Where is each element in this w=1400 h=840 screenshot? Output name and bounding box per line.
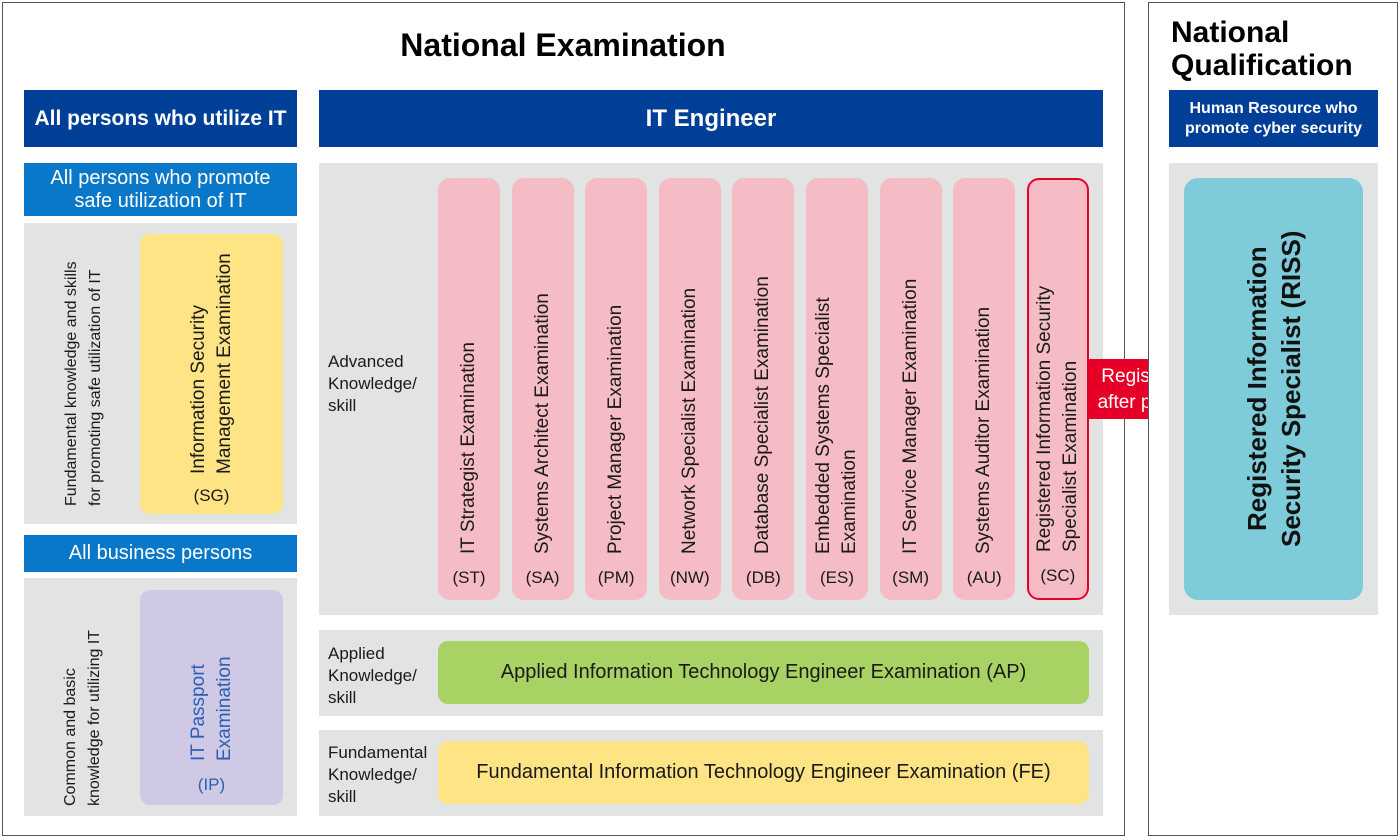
advanced-exam-abbr: (SA)	[525, 568, 560, 587]
sg-exam-box: Information Security Management Examinat…	[140, 234, 283, 514]
advanced-exam-name: Database Specialist Examination	[752, 276, 774, 554]
advanced-exam-name: Embedded Systems Specialist Examination	[813, 297, 860, 554]
advanced-exam-name: IT Strategist Examination	[458, 342, 479, 554]
all-business-persons-header: All business persons	[24, 535, 297, 572]
sg-exam-name: Information Security Management Examinat…	[187, 253, 235, 474]
it-engineer-header: IT Engineer	[319, 90, 1103, 147]
advanced-exam-name: Project Manager Examination	[605, 304, 627, 554]
advanced-exam-name: Systems Auditor Examination	[973, 306, 995, 554]
advanced-exam-abbr: (NW)	[669, 568, 710, 587]
advanced-exam-name: Registered Information Security Speciali…	[1033, 285, 1081, 552]
advanced-exam-abbr: (ST)	[452, 568, 486, 587]
advanced-exam-abbr: (AU)	[966, 568, 1002, 587]
riss-name: Registered Information Security Speciali…	[1241, 230, 1306, 548]
advanced-level-label: Advanced Knowledge/ skill	[328, 352, 417, 415]
all-persons-utilize-it-header: All persons who utilize IT	[24, 90, 297, 147]
fundamental-knowledge-promoting-label: Fundamental knowledge and skills for pro…	[63, 261, 104, 506]
human-resource-header: Human Resource who promote cyber securit…	[1169, 90, 1378, 147]
advanced-exam-name: Network Specialist Examination	[678, 287, 700, 554]
advanced-exam-sc: Registered Information Security Speciali…	[1026, 178, 1089, 600]
advanced-exam-st: IT Strategist Examination (ST)	[438, 178, 500, 600]
sg-abbr: (SG)	[193, 486, 230, 505]
national-qualification-title: National Qualification	[1171, 16, 1353, 82]
advanced-exam-abbr: (DB)	[745, 568, 781, 587]
advanced-exam-sa: Systems Architect Examination (SA)	[511, 178, 574, 600]
advanced-exam-pm: Project Manager Examination (PM)	[585, 178, 648, 600]
common-basic-knowledge-label: Common and basic knowledge for utilizing…	[62, 629, 103, 806]
advanced-exam-name: IT Service Manager Examination	[899, 278, 921, 554]
advanced-exam-abbr: (SC)	[1040, 566, 1076, 585]
riss-box: Registered Information Security Speciali…	[1184, 178, 1363, 600]
all-persons-promote-header: All persons who promote safe utilization…	[24, 163, 297, 216]
advanced-exam-abbr: (ES)	[820, 568, 854, 587]
advanced-exam-es: Embedded Systems Specialist Examination (…	[806, 178, 868, 600]
national-examination-title: National Examination	[400, 27, 726, 63]
applied-exam-bar: Applied Information Technology Engineer …	[438, 641, 1089, 704]
ip-abbr: (IP)	[197, 775, 226, 794]
advanced-exam-name: Systems Architect Examination	[531, 293, 553, 554]
advanced-exam-db: Database Specialist Examination (DB)	[732, 178, 795, 600]
advanced-exam-nw: Network Specialist Examination (NW)	[658, 178, 721, 600]
applied-level-label: Applied Knowledge/ skill	[328, 644, 417, 707]
fundamental-level-label: Fundamental Knowledge/ skill	[328, 743, 428, 806]
advanced-exam-abbr: (SM)	[892, 568, 929, 587]
fundamental-exam-bar: Fundamental Information Technology Engin…	[438, 741, 1089, 804]
advanced-exam-au: Systems Auditor Examination (AU)	[953, 178, 1016, 600]
ip-exam-box: IT Passport Examination (IP)	[140, 590, 283, 805]
advanced-exam-abbr: (PM)	[597, 568, 635, 587]
ip-exam-name: IT Passport Examination	[187, 656, 235, 761]
advanced-exam-sm: IT Service Manager Examination (SM)	[879, 178, 942, 600]
